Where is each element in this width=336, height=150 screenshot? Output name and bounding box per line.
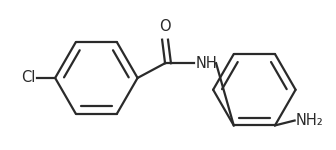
Text: NH₂: NH₂ xyxy=(296,113,323,128)
Text: NH: NH xyxy=(196,56,217,71)
Text: O: O xyxy=(159,19,171,34)
Text: Cl: Cl xyxy=(21,70,36,86)
